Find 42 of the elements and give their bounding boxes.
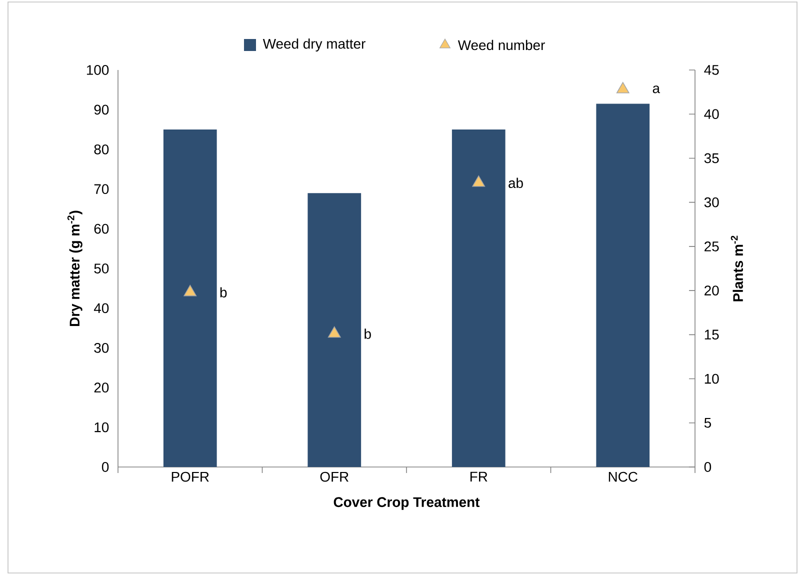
y2-tick-label: 5 (704, 418, 712, 428)
y2-tick-label: 40 (704, 109, 719, 120)
y2-tick-label: 30 (704, 197, 719, 208)
point (616, 82, 630, 94)
point (472, 176, 486, 187)
y-tick-label: 50 (94, 264, 109, 274)
y2-tick-label: 25 (704, 241, 719, 252)
annotation: ab (508, 178, 523, 188)
y2-tick-label: 0 (704, 462, 712, 472)
point (184, 284, 197, 296)
legend-label: Weed dry matter (262, 38, 366, 52)
y-tick-label: 70 (94, 184, 109, 194)
annotation: b (220, 287, 227, 298)
x-tick-label: NCC (608, 472, 638, 482)
bar (308, 193, 362, 467)
x-tick-label: OFR (320, 472, 348, 482)
legend-label: Weed number (458, 40, 545, 50)
y-tick-label: 100 (86, 65, 109, 75)
annotation: a (652, 86, 660, 94)
bar (596, 104, 650, 467)
x-axis-title: Cover Crop Treatment (334, 497, 480, 510)
y-axis-title: Dry matter (g m$^{-2}$) (67, 210, 82, 326)
y-tick-label: 60 (94, 224, 109, 234)
bar (163, 130, 217, 467)
point (328, 326, 341, 338)
y2-tick-label: 20 (704, 286, 719, 296)
y-tick-label: 0 (102, 462, 109, 472)
y-tick-label: 30 (94, 342, 109, 353)
y-tick-label: 80 (94, 144, 109, 154)
x-tick-label: POFR (172, 472, 209, 482)
y-tick-label: 10 (94, 422, 109, 432)
y2-axis-title: Plants m$^{-2}$ (730, 236, 744, 302)
bar (452, 130, 506, 467)
y2-tick-label: 15 (704, 330, 719, 340)
y2-tick-label: 35 (704, 153, 719, 164)
y2-tick-label: 45 (704, 65, 719, 75)
y-tick-label: 20 (94, 382, 109, 393)
y2-tick-label: 10 (704, 374, 719, 384)
annotation: b (364, 328, 371, 339)
y-tick-label: 90 (94, 104, 109, 115)
y-tick-label: 40 (94, 303, 109, 314)
x-tick-label: FR (470, 472, 488, 482)
